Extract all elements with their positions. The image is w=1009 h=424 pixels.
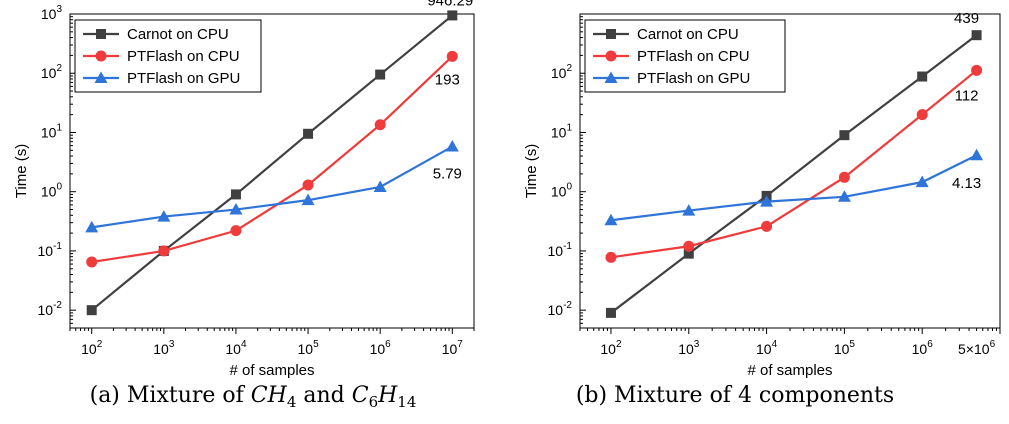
data-point-carnot_cpu (375, 69, 386, 80)
data-point-ptflash_gpu (445, 140, 459, 152)
caption-a: (a) Mixture of CH4 and C6H14 (90, 383, 417, 411)
data-point-ptflash_gpu (760, 195, 774, 207)
data-point-ptflash_gpu (301, 193, 315, 206)
x-tick-label: 103 (153, 339, 175, 357)
data-point-ptflash_cpu (446, 50, 458, 62)
caption-b: (b) Mixture of 4 components (576, 383, 894, 408)
data-label: 946.29 (427, 0, 473, 9)
data-point-ptflash_gpu (837, 190, 851, 202)
x-tick-label: 102 (600, 339, 622, 357)
data-point-carnot_cpu (230, 189, 241, 200)
data-point-carnot_cpu (971, 30, 982, 41)
legend-label: PTFlash on CPU (637, 48, 750, 65)
legend-label: Carnot on CPU (637, 26, 739, 43)
y-tick-label: 102 (41, 63, 63, 81)
y-tick-label: 10-1 (548, 241, 573, 259)
data-point-ptflash_cpu (374, 119, 386, 131)
data-point-ptflash_cpu (761, 220, 773, 232)
data-point-ptflash_cpu (158, 245, 170, 257)
data-point-ptflash_gpu (604, 213, 618, 226)
y-tick-label: 100 (551, 182, 573, 200)
data-point-ptflash_cpu (605, 251, 617, 263)
series-line-ptflash_gpu (610, 154, 978, 222)
x-tick-label: 104 (756, 339, 778, 357)
x-tick-label: 102 (81, 339, 103, 357)
x-axis-label: # of samples (747, 362, 832, 379)
legend-marker (94, 71, 108, 83)
x-tick-label: 105 (297, 339, 319, 357)
x-tick-label: 103 (678, 339, 700, 357)
legend-label: PTFlash on GPU (127, 70, 240, 87)
data-point-ptflash_gpu (373, 180, 387, 193)
data-label: 112 (955, 87, 979, 104)
data-point-ptflash_cpu (683, 240, 695, 252)
series-line-carnot_cpu (91, 14, 453, 312)
data-point-ptflash_cpu (302, 179, 314, 191)
data-point-carnot_cpu (447, 10, 458, 21)
data-point-ptflash_gpu (229, 203, 243, 215)
legend-marker (604, 71, 618, 83)
data-label: 5.79 (433, 166, 462, 183)
x-tick-label: 104 (225, 339, 247, 357)
series-line-ptflash_cpu (91, 55, 454, 264)
data-point-ptflash_gpu (157, 210, 171, 222)
plot-frame (69, 13, 475, 329)
x-tick-label: 106 (370, 339, 392, 357)
y-tick-label: 101 (41, 122, 63, 140)
data-point-carnot_cpu (839, 130, 850, 141)
data-point-carnot_cpu (683, 248, 694, 259)
data-point-ptflash_gpu (85, 220, 99, 233)
data-point-ptflash_cpu (971, 64, 983, 76)
x-tick-label: 5×106 (958, 339, 996, 357)
data-point-ptflash_gpu (915, 175, 929, 188)
x-tick-label: 106 (912, 339, 934, 357)
data-point-carnot_cpu (303, 128, 314, 139)
y-tick-label: 10-1 (38, 241, 63, 259)
data-label: 4.13 (952, 175, 981, 192)
legend-label: Carnot on CPU (127, 26, 229, 43)
y-axis-label: Time (s) (13, 144, 30, 198)
y-axis-label: Time (s) (523, 144, 540, 198)
x-tick-label: 105 (834, 339, 856, 357)
y-tick-label: 101 (551, 122, 573, 140)
chart-panel-b: 10-2 10-1 100 101 102 102 103 104 105 106 5×106 # o… (523, 10, 1001, 379)
y-tick-label: 100 (41, 182, 63, 200)
legend-label: PTFlash on GPU (637, 70, 750, 87)
data-point-ptflash_cpu (916, 109, 928, 121)
series-line-ptflash_cpu (610, 69, 978, 259)
y-tick-label: 103 (41, 4, 63, 22)
legend-marker (95, 50, 107, 62)
data-point-ptflash_cpu (230, 225, 242, 237)
data-label: 439 (954, 10, 979, 27)
data-point-ptflash_cpu (86, 256, 98, 268)
data-point-ptflash_gpu (682, 204, 696, 216)
x-tick-label: 107 (442, 339, 464, 357)
data-point-ptflash_cpu (838, 171, 850, 183)
data-point-carnot_cpu (917, 71, 928, 82)
data-point-carnot_cpu (605, 307, 616, 318)
chart-panel-a: 10-2 10-1 100 101 102 103 102 103 104 105 106 107 # … (13, 0, 475, 379)
data-label: 193 (435, 71, 460, 88)
data-point-carnot_cpu (86, 305, 97, 316)
series-line-carnot_cpu (610, 34, 978, 314)
legend-label: PTFlash on CPU (127, 48, 240, 65)
legend-marker (605, 50, 617, 62)
x-axis-label: # of samples (229, 362, 314, 379)
y-tick-label: 10-2 (548, 300, 573, 318)
series-line-ptflash_gpu (91, 145, 453, 229)
data-point-ptflash_gpu (970, 148, 984, 161)
y-tick-label: 102 (551, 63, 573, 81)
y-tick-label: 10-2 (38, 300, 63, 318)
legend-marker (96, 29, 106, 39)
legend-marker (606, 29, 616, 39)
